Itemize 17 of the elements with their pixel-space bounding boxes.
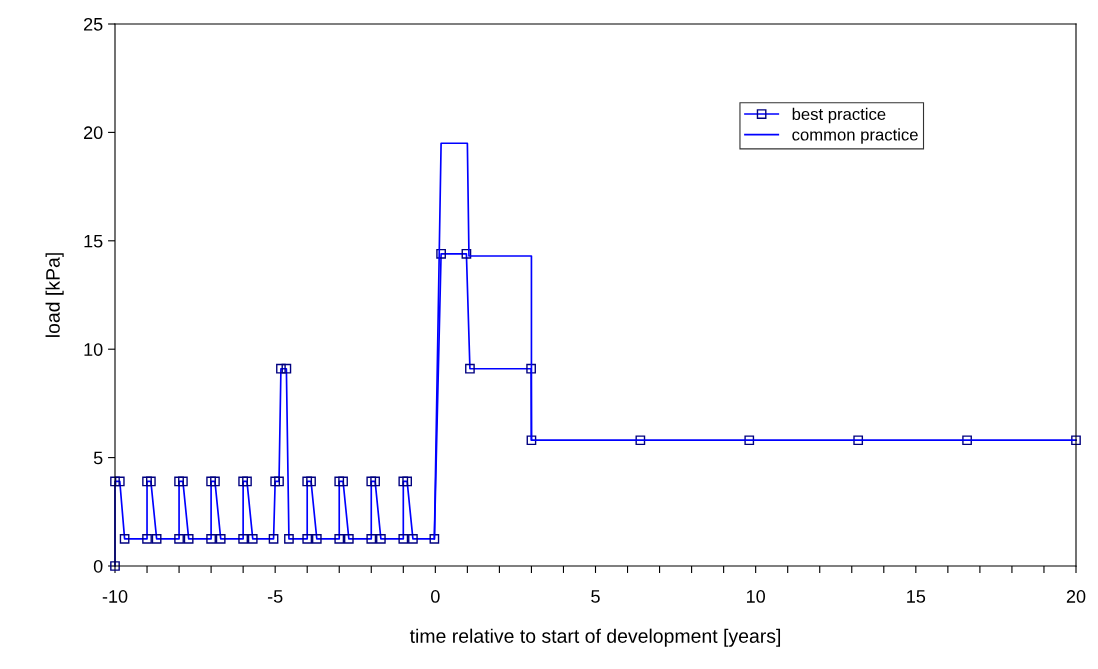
x-tick-label: 15	[907, 590, 926, 603]
legend-label: common practice	[792, 128, 918, 144]
y-tick-label: 25	[84, 17, 103, 31]
x-tick-label: -10	[102, 590, 128, 603]
y-tick-label: 5	[93, 451, 103, 465]
x-tick-label: 5	[591, 590, 600, 603]
x-tick-label: 20	[1066, 590, 1086, 603]
legend-label: best practice	[792, 107, 886, 124]
x-tick-label: 10	[747, 590, 765, 603]
y-tick-label: 10	[84, 343, 103, 356]
x-tick-label: 0	[431, 590, 440, 603]
y-tick-label: 20	[84, 126, 103, 140]
y-axis-title: load [kPa]	[45, 253, 64, 337]
y-tick-label: 15	[84, 234, 103, 248]
x-axis-title: time relative to start of development [years]	[409, 628, 781, 647]
x-tick-label: -5	[267, 590, 283, 603]
y-tick-label: 0	[93, 559, 103, 573]
